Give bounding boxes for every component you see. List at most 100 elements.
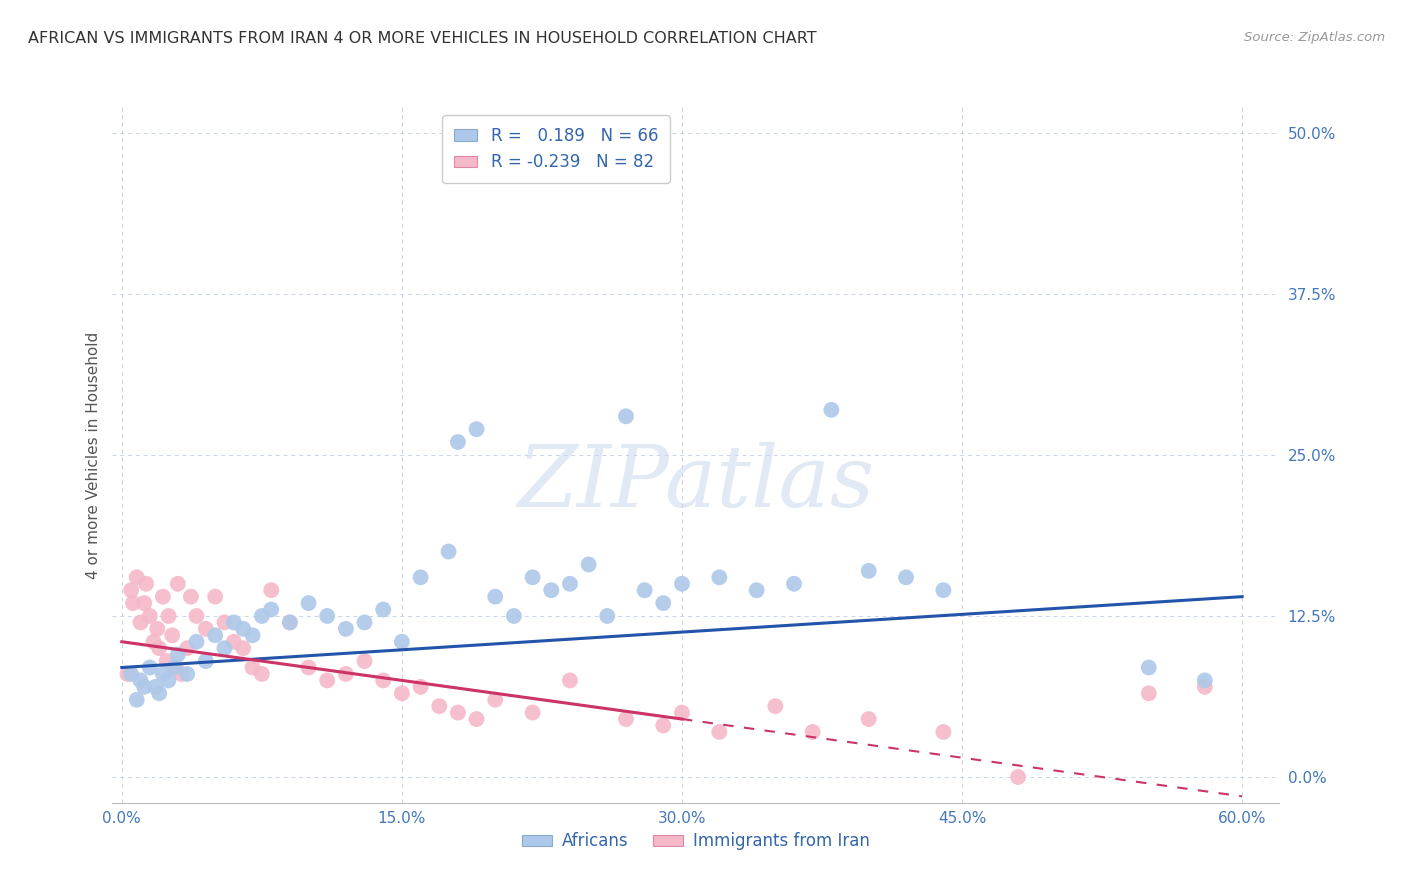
Y-axis label: 4 or more Vehicles in Household: 4 or more Vehicles in Household	[86, 331, 101, 579]
Point	[122, 596, 145, 610]
Point	[484, 590, 506, 604]
Point	[614, 409, 637, 424]
Point	[373, 602, 395, 616]
Point	[142, 634, 165, 648]
Point	[134, 680, 156, 694]
Point	[250, 609, 273, 624]
Point	[125, 570, 148, 584]
Point	[540, 583, 562, 598]
Point	[335, 667, 357, 681]
Point	[146, 622, 169, 636]
Point	[437, 544, 460, 558]
Point	[117, 667, 139, 681]
Point	[180, 590, 202, 604]
Point	[186, 634, 208, 648]
Point	[391, 686, 413, 700]
Point	[391, 634, 413, 648]
Point	[858, 564, 880, 578]
Point	[484, 692, 506, 706]
Point	[194, 622, 217, 636]
Point	[157, 609, 180, 624]
Point	[932, 725, 955, 739]
Point	[316, 609, 339, 624]
Point	[260, 602, 283, 616]
Point	[186, 609, 208, 624]
Point	[633, 583, 655, 598]
Point	[194, 654, 217, 668]
Point	[447, 706, 470, 720]
Point	[129, 673, 152, 688]
Point	[135, 576, 157, 591]
Point	[148, 641, 170, 656]
Legend: Africans, Immigrants from Iran: Africans, Immigrants from Iran	[515, 826, 877, 857]
Text: Source: ZipAtlas.com: Source: ZipAtlas.com	[1244, 31, 1385, 45]
Point	[409, 570, 432, 584]
Point	[250, 667, 273, 681]
Point	[596, 609, 619, 624]
Point	[745, 583, 768, 598]
Point	[297, 596, 319, 610]
Point	[652, 718, 675, 732]
Point	[353, 615, 375, 630]
Point	[652, 596, 675, 610]
Point	[858, 712, 880, 726]
Point	[316, 673, 339, 688]
Point	[139, 609, 162, 624]
Point	[465, 422, 488, 436]
Point	[522, 570, 544, 584]
Text: ZIPatlas: ZIPatlas	[517, 442, 875, 524]
Point	[152, 667, 174, 681]
Point	[1137, 660, 1160, 674]
Point	[671, 706, 693, 720]
Point	[163, 660, 186, 674]
Text: AFRICAN VS IMMIGRANTS FROM IRAN 4 OR MORE VEHICLES IN HOUSEHOLD CORRELATION CHAR: AFRICAN VS IMMIGRANTS FROM IRAN 4 OR MOR…	[28, 31, 817, 46]
Point	[801, 725, 824, 739]
Point	[152, 590, 174, 604]
Point	[260, 583, 283, 598]
Point	[1194, 673, 1216, 688]
Point	[427, 699, 450, 714]
Point	[465, 712, 488, 726]
Point	[170, 667, 193, 681]
Point	[522, 706, 544, 720]
Point	[278, 615, 301, 630]
Point	[160, 628, 183, 642]
Point	[204, 628, 226, 642]
Point	[232, 641, 254, 656]
Point	[148, 686, 170, 700]
Point	[204, 590, 226, 604]
Point	[1007, 770, 1029, 784]
Point	[558, 673, 581, 688]
Point	[671, 576, 693, 591]
Point	[373, 673, 395, 688]
Point	[139, 660, 162, 674]
Point	[120, 667, 142, 681]
Point	[614, 712, 637, 726]
Point	[353, 654, 375, 668]
Point	[214, 615, 236, 630]
Point	[763, 699, 786, 714]
Point	[894, 570, 917, 584]
Point	[176, 667, 198, 681]
Point	[278, 615, 301, 630]
Point	[129, 615, 152, 630]
Point	[783, 576, 806, 591]
Point	[447, 435, 470, 450]
Point	[222, 615, 245, 630]
Point	[165, 660, 187, 674]
Point	[166, 648, 188, 662]
Point	[409, 680, 432, 694]
Point	[232, 622, 254, 636]
Point	[578, 558, 600, 572]
Point	[503, 609, 526, 624]
Point	[709, 725, 731, 739]
Point	[157, 673, 180, 688]
Point	[166, 576, 188, 591]
Point	[558, 576, 581, 591]
Point	[214, 641, 236, 656]
Point	[125, 692, 148, 706]
Point	[820, 402, 842, 417]
Point	[242, 660, 264, 674]
Point	[335, 622, 357, 636]
Point	[1137, 686, 1160, 700]
